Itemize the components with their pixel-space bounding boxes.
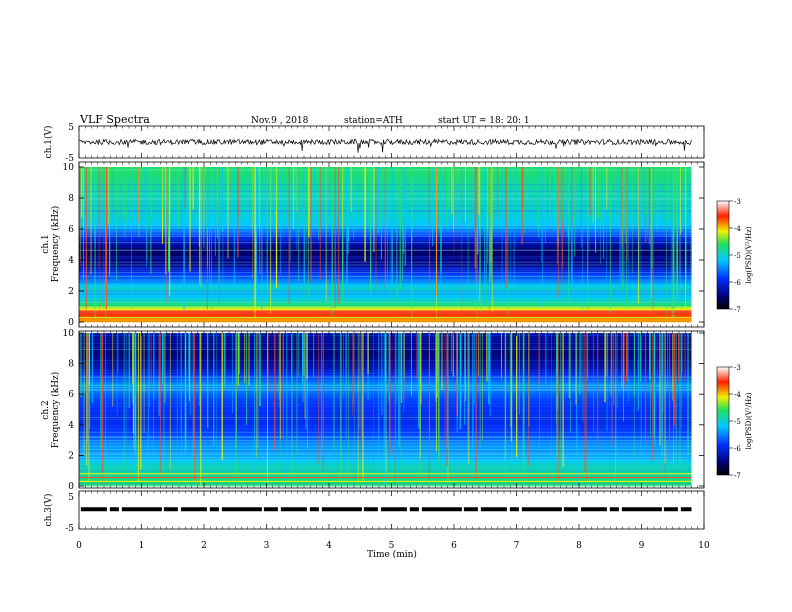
ytick-label: 10 [63, 329, 75, 339]
ytick-label: 2 [68, 451, 74, 461]
spectrogram-band [79, 401, 692, 406]
xtick-label: 3 [264, 541, 270, 551]
spectrogram-band [79, 470, 692, 475]
ytick-label: 8 [68, 194, 74, 204]
ytick-label: 10 [63, 163, 75, 173]
spectrogram-band [79, 394, 692, 399]
ch1-spectrogram-yticks: 0 2 4 6 8 10 [63, 163, 704, 328]
colorbar-tick-label: -5 [734, 418, 741, 426]
ytick-label: 4 [68, 421, 74, 431]
ch2-spectrogram-ylabel-freq: Frequency (kHz) [50, 372, 61, 449]
ch1-ytick-bottom: -5 [65, 154, 74, 164]
ch3-ylabel: ch.3(V) [43, 494, 54, 527]
spectrogram-band [79, 390, 692, 395]
spectrogram-band [79, 382, 692, 387]
date-label: Nov.9 , 2018 [251, 116, 309, 126]
xtick-label: 0 [76, 541, 82, 551]
xtick-label: 10 [698, 541, 710, 551]
spectrogram-band [79, 310, 692, 315]
spectrogram-band [79, 291, 692, 296]
start-time-label: start UT = 18: 20: 1 [438, 116, 530, 126]
ch2-spectrogram-yticks: 0 2 4 6 8 10 [63, 329, 704, 492]
spectrogram-band [79, 432, 692, 437]
xtick-label: 4 [326, 541, 332, 551]
time-axis-label: Time (min) [367, 549, 417, 560]
spectrogram-band [79, 447, 692, 452]
ch1-colorbar [716, 200, 730, 310]
ytick-label: 0 [68, 482, 74, 492]
spectrogram-band [79, 420, 692, 426]
colorbar-tick-label: -4 [734, 391, 741, 399]
spectrogram-band [79, 413, 692, 418]
ch1-spectrogram-ylabel-freq: Frequency (kHz) [50, 206, 61, 283]
spectrogram-band [79, 378, 692, 384]
ch1-colorbar-ticks: -3 -4 -5 -6 -7 [729, 198, 741, 314]
spectrogram-band [79, 463, 692, 468]
colorbar-tick-label: -3 [734, 198, 741, 206]
spectrogram-band [79, 287, 692, 292]
colorbar-tick-label: -7 [734, 472, 741, 480]
ch3-ytick-bottom: -5 [65, 524, 74, 534]
ch1-spectrogram-heatmap [79, 167, 692, 323]
spectrogram-band [79, 386, 692, 391]
figure-title: VLF Spectra [79, 113, 150, 126]
spectrogram-band [79, 398, 692, 403]
ch3-ytick-top: 5 [68, 493, 74, 503]
ch2-colorbar-label: log(PSD)(V²/Hz) [745, 392, 753, 449]
spectrogram-band [79, 482, 692, 487]
spectrogram-band [79, 424, 692, 429]
spectrogram-band [79, 405, 692, 410]
ch3-waveform-panel: 5 -5 ch.3(V) [43, 490, 705, 534]
xtick-label: 8 [576, 541, 582, 551]
spectrogram-band [79, 466, 692, 472]
spectrogram-band [79, 443, 692, 449]
spectrogram-band [79, 306, 692, 311]
spectrogram-band [79, 318, 692, 323]
ch1-waveform-line [78, 138, 692, 153]
ch2-colorbar-ticks: -3 -4 -5 -6 -7 [729, 364, 741, 480]
spectrogram-band [79, 474, 692, 479]
xtick-label: 9 [639, 541, 645, 551]
ytick-label: 2 [68, 287, 74, 297]
ch1-spectrogram-ylabel-ch: ch.1 [41, 234, 51, 253]
ytick-label: 6 [68, 390, 74, 400]
ch1-ylabel: ch.1(V) [43, 126, 54, 159]
ch1-waveform-panel: 5 -5 ch.1(V) [43, 123, 705, 164]
ch2-spectrogram-ylabel-ch: ch.2 [41, 400, 51, 419]
spectrogram-band [79, 294, 692, 300]
ch1-colorbar-label: log(PSD)(V²/Hz) [745, 226, 753, 283]
spectrogram-band [79, 298, 692, 303]
spectrogram-band [79, 302, 692, 307]
ch1-ytick-top: 5 [68, 123, 74, 133]
colorbar-tick-label: -7 [734, 306, 741, 314]
colorbar-tick-label: -3 [734, 364, 741, 372]
time-axis-ticks: 0 1 2 3 4 5 6 7 8 9 10 [76, 126, 710, 551]
spectrogram-band [79, 436, 692, 441]
spectrogram-band [79, 314, 692, 319]
ytick-label: 6 [68, 225, 74, 235]
ytick-label: 4 [68, 256, 74, 266]
ch2-colorbar [716, 366, 730, 476]
ch2-spectrogram-heatmap [78, 333, 692, 487]
ytick-label: 0 [68, 318, 74, 328]
xtick-label: 6 [451, 541, 457, 551]
colorbar-tick-label: -6 [734, 279, 741, 287]
xtick-label: 7 [514, 541, 520, 551]
station-label: station=ATH [344, 116, 403, 126]
xtick-label: 5 [389, 541, 395, 551]
spectrogram-band [79, 459, 692, 464]
spectrogram-band [79, 428, 692, 433]
colorbar-tick-label: -5 [734, 252, 741, 260]
colorbar-tick-label: -4 [734, 225, 741, 233]
spectrogram-band [79, 409, 692, 414]
ytick-label: 8 [68, 360, 74, 370]
xtick-label: 1 [139, 541, 145, 551]
colorbar-tick-label: -6 [734, 445, 741, 453]
xtick-label: 2 [201, 541, 207, 551]
spectrogram-band [79, 478, 692, 483]
